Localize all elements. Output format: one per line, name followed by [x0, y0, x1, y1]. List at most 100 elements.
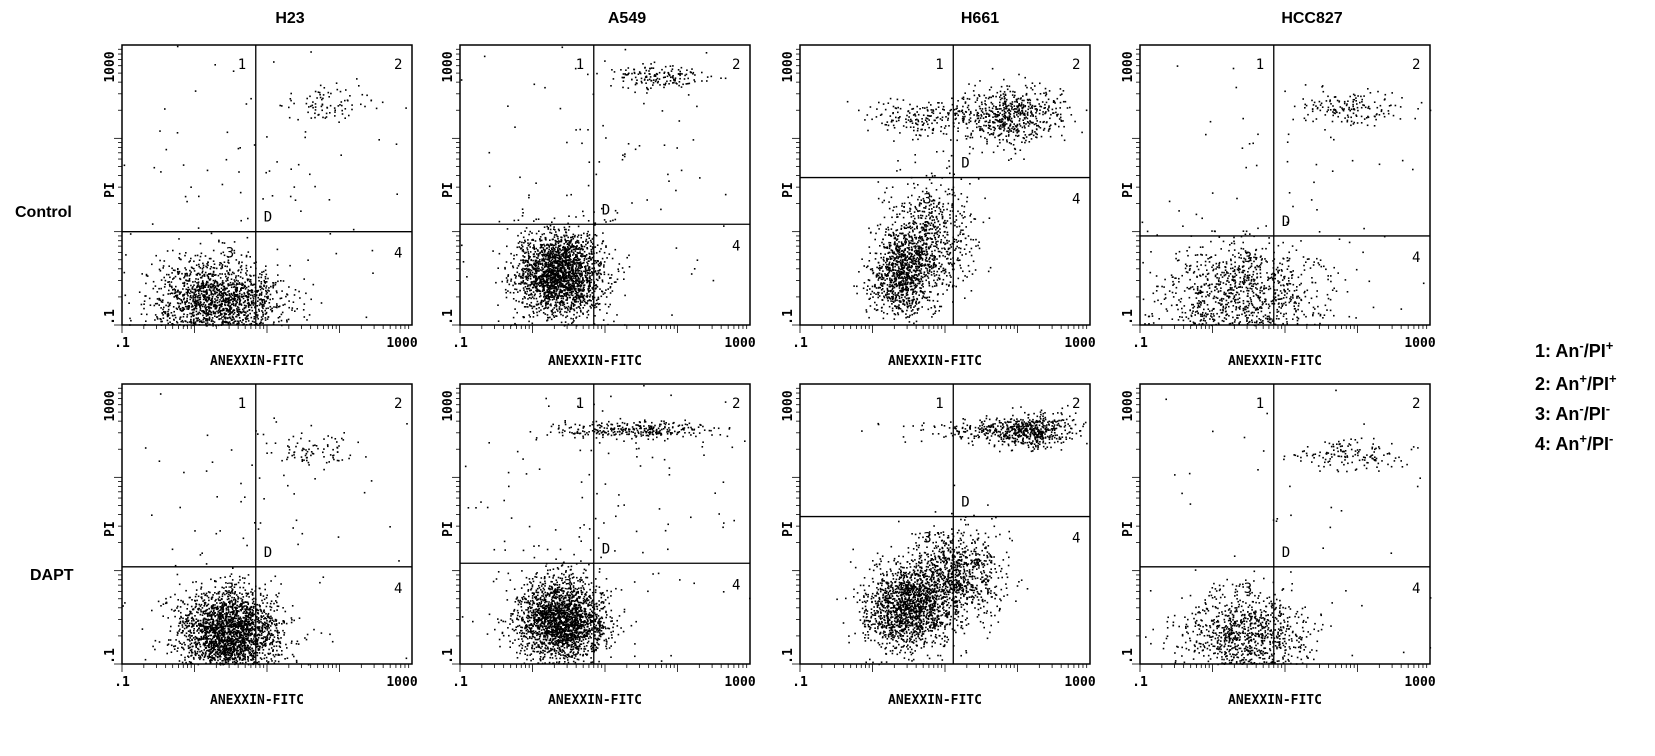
data-point	[562, 304, 564, 306]
data-point	[580, 304, 582, 306]
data-point	[603, 266, 605, 268]
data-point	[223, 254, 226, 257]
data-point	[195, 295, 197, 298]
data-point	[551, 273, 554, 276]
quadrant-label-2: 2	[732, 57, 740, 73]
data-point	[535, 279, 538, 282]
data-point	[547, 265, 549, 268]
data-point	[616, 212, 619, 214]
data-point	[673, 78, 675, 81]
data-point	[211, 293, 214, 295]
data-point	[581, 293, 583, 295]
data-point	[206, 289, 208, 291]
data-point	[551, 258, 554, 261]
data-point	[888, 293, 890, 295]
data-point	[668, 180, 670, 182]
data-point	[558, 229, 560, 232]
data-point	[226, 131, 229, 134]
data-point	[544, 272, 546, 274]
data-point	[547, 257, 550, 259]
data-point	[558, 244, 560, 247]
data-point	[572, 260, 575, 262]
data-point	[192, 295, 194, 297]
data-point	[239, 301, 241, 303]
data-point	[192, 319, 195, 322]
data-point	[569, 264, 571, 267]
data-point	[229, 299, 232, 301]
data-point	[587, 257, 590, 260]
data-point	[483, 55, 486, 58]
data-point	[223, 285, 226, 288]
data-point	[547, 287, 550, 289]
data-point	[605, 221, 607, 223]
data-point	[517, 265, 520, 267]
data-point	[593, 296, 596, 299]
data-point	[262, 298, 265, 301]
data-point	[187, 289, 189, 291]
data-point	[205, 324, 207, 326]
data-point	[259, 302, 261, 304]
data-point	[918, 236, 921, 239]
data-point	[202, 264, 205, 267]
data-point	[579, 272, 582, 275]
data-point	[564, 311, 566, 313]
data-point	[214, 293, 217, 295]
data-point	[241, 311, 243, 313]
data-point	[169, 285, 171, 288]
data-point	[545, 275, 547, 278]
data-point	[548, 246, 550, 248]
data-point	[568, 244, 570, 247]
data-point	[576, 255, 578, 258]
data-point	[527, 277, 530, 280]
data-point	[910, 246, 913, 248]
data-point	[568, 225, 571, 228]
data-point	[606, 312, 608, 314]
data-point	[560, 297, 563, 300]
data-point	[894, 265, 896, 268]
data-point	[242, 297, 245, 300]
data-point	[886, 291, 888, 294]
data-point	[570, 306, 572, 308]
data-point	[263, 279, 265, 282]
data-point	[537, 262, 540, 264]
data-point	[212, 249, 215, 252]
data-point	[574, 286, 576, 288]
data-point	[247, 217, 249, 220]
data-point	[539, 252, 541, 255]
data-point	[344, 99, 346, 102]
data-point	[593, 306, 596, 309]
data-point	[903, 270, 905, 272]
data-point	[884, 273, 886, 275]
data-point	[882, 270, 884, 272]
data-point	[562, 246, 564, 249]
data-point	[213, 274, 216, 276]
data-point	[867, 279, 870, 281]
data-point	[561, 275, 564, 277]
data-point	[935, 283, 938, 285]
data-point	[253, 312, 256, 314]
data-point	[210, 266, 212, 268]
data-point	[661, 110, 664, 112]
data-point	[557, 272, 560, 275]
data-point	[575, 254, 577, 256]
data-point	[881, 274, 883, 276]
data-point	[584, 300, 586, 303]
data-point	[568, 215, 570, 217]
data-point	[624, 73, 626, 75]
data-point	[622, 80, 625, 82]
data-point	[946, 289, 948, 291]
data-point	[252, 274, 255, 277]
data-point	[579, 251, 581, 253]
data-point	[523, 262, 525, 264]
data-point	[908, 263, 910, 266]
data-point	[556, 262, 558, 265]
data-point	[593, 262, 596, 265]
data-point	[546, 273, 549, 275]
data-point	[556, 260, 559, 262]
data-point	[211, 319, 213, 321]
data-point	[293, 186, 296, 188]
data-point	[162, 265, 165, 267]
data-point	[558, 306, 561, 308]
data-point	[208, 303, 210, 306]
x-tick-label-max: 1000	[724, 336, 755, 351]
